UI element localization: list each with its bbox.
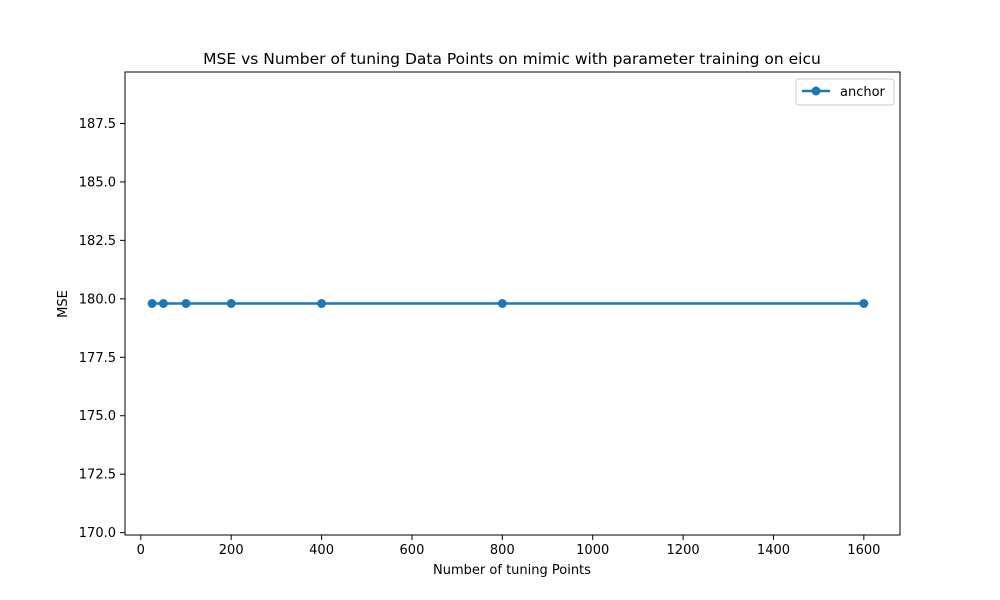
data-point-anchor	[158, 299, 168, 308]
x-tick-label: 1400	[757, 543, 790, 558]
y-axis-label: MSE	[56, 290, 71, 318]
y-tick-label: 182.5	[79, 234, 116, 249]
y-tick-label: 177.5	[79, 351, 116, 366]
y-tick-label: 187.5	[79, 117, 116, 132]
plot-area	[124, 71, 901, 536]
y-tick-label: 180.0	[79, 292, 116, 307]
x-tick-label: 200	[219, 543, 244, 558]
axes-frame	[124, 71, 901, 536]
x-tick-label: 1000	[576, 543, 609, 558]
y-axis: 170.0 172.5 175.0 177.5 180.0 182.5 185.0 187.5	[79, 117, 125, 541]
x-tick-label: 800	[490, 543, 515, 558]
chart-title: MSE vs Number of tuning Data Points on m…	[203, 50, 821, 68]
data-point-anchor	[497, 299, 507, 308]
y-tick-label: 185.0	[79, 175, 116, 190]
data-point-anchor	[859, 299, 869, 308]
data-point-anchor	[226, 299, 236, 308]
x-tick-label: 600	[400, 543, 425, 558]
x-tick-label: 1600	[847, 543, 880, 558]
y-tick-label: 172.5	[79, 468, 116, 483]
series-layer	[147, 299, 869, 308]
legend: anchor	[795, 78, 895, 106]
x-tick-label: 0	[137, 543, 145, 558]
data-point-anchor	[181, 299, 191, 308]
y-tick-label: 175.0	[79, 409, 116, 424]
x-tick-label: 400	[309, 543, 334, 558]
y-tick-label: 170.0	[79, 526, 116, 541]
x-axis-label: Number of tuning Points	[433, 563, 591, 578]
x-tick-label: 1200	[667, 543, 700, 558]
data-point-anchor	[147, 299, 157, 308]
x-axis: 0 200 400 600 800 1000 1200 1400 1600	[137, 535, 880, 558]
legend-marker-anchor	[811, 86, 821, 96]
legend-label-anchor: anchor	[840, 85, 886, 100]
legend-box	[795, 78, 895, 106]
data-point-anchor	[317, 299, 327, 308]
